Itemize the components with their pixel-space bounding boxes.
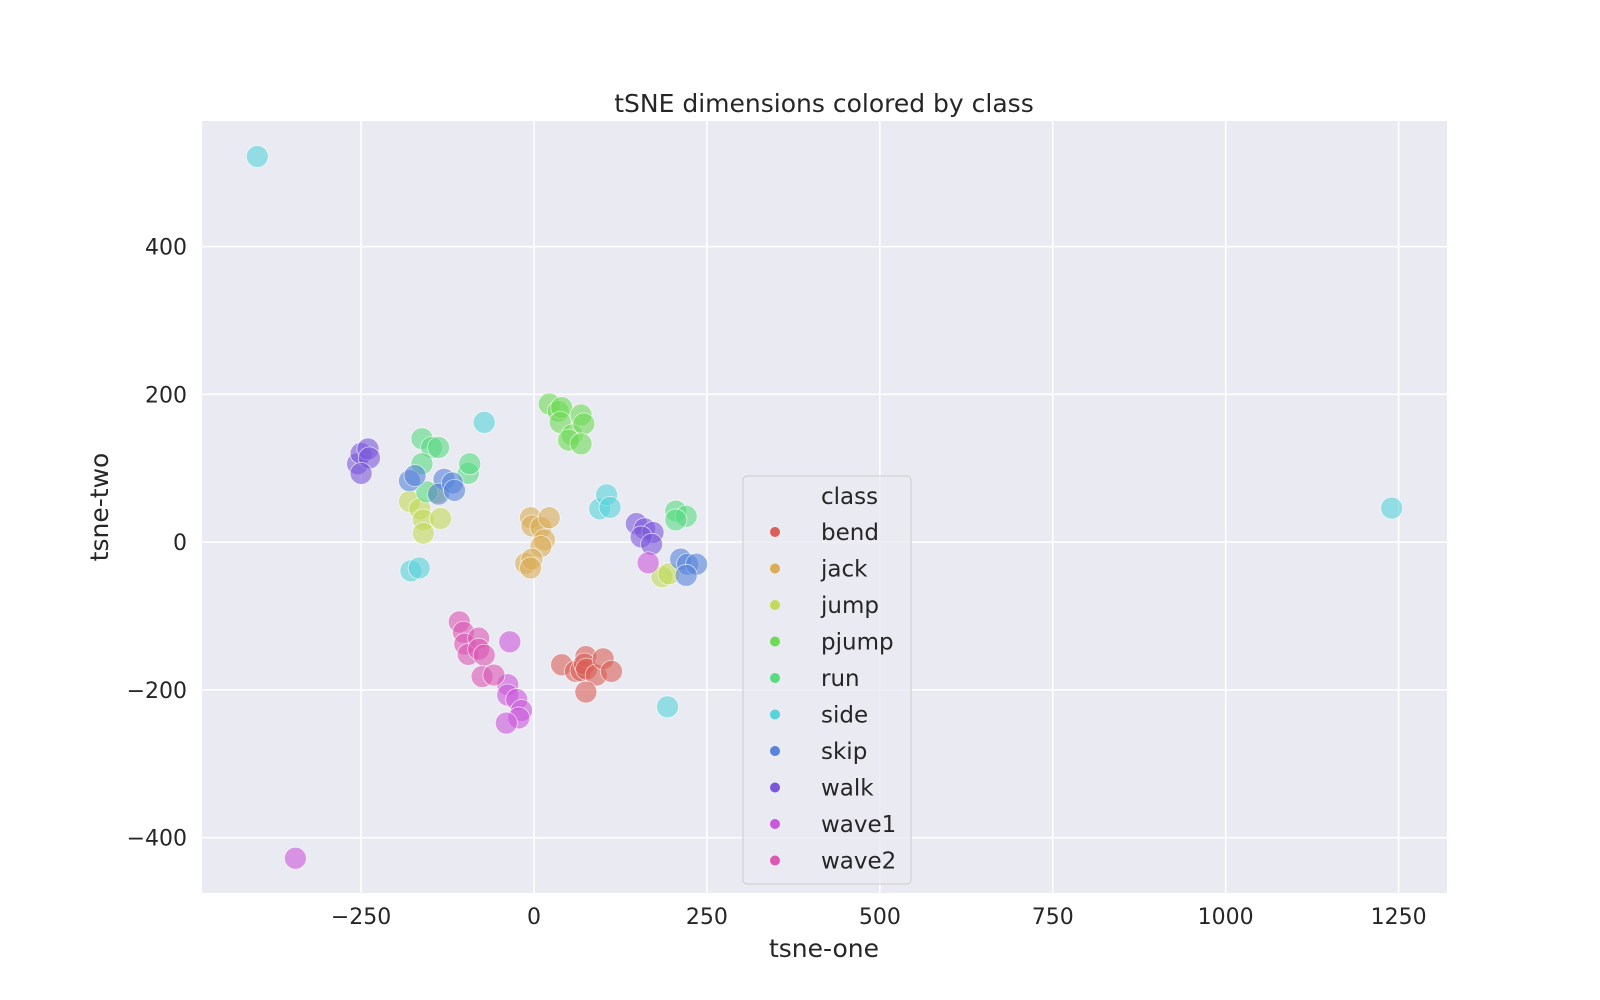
y-tick-label: 200 <box>145 383 187 408</box>
point-skip <box>403 464 427 488</box>
point-run <box>664 508 688 532</box>
x-tick-label: 1250 <box>1371 905 1427 930</box>
legend-label-bend: bend <box>821 520 879 546</box>
point-side <box>1380 496 1404 520</box>
legend-marker-jack <box>770 563 780 574</box>
point-skip <box>674 563 698 587</box>
point-wave1 <box>498 630 522 654</box>
x-tick-label: 500 <box>859 905 901 930</box>
point-run <box>427 436 450 459</box>
legend-label-pjump: pjump <box>821 630 894 656</box>
point-bend <box>600 659 623 683</box>
x-tick-label: 0 <box>527 905 541 930</box>
legend-label-run: run <box>821 666 860 692</box>
point-pjump <box>569 432 593 456</box>
point-wave1 <box>636 551 660 575</box>
legend-marker-side <box>770 709 780 720</box>
point-side <box>472 411 496 434</box>
legend-label-wave2: wave2 <box>821 849 896 875</box>
point-skip <box>443 478 466 502</box>
point-bend <box>574 680 598 704</box>
x-tick-label: −250 <box>331 905 391 930</box>
x-tick-labels: −250 0 250 500 750 1000 1250 <box>331 905 1427 930</box>
point-pjump <box>572 412 596 436</box>
legend-label-jump: jump <box>820 593 879 619</box>
legend: class bend jack jump pjump run side skip walk wa… <box>742 475 912 885</box>
legend-marker-skip <box>770 746 780 756</box>
y-tick-label: 0 <box>173 531 187 556</box>
point-side <box>656 695 679 719</box>
y-tick-label: −400 <box>127 827 187 852</box>
legend-box <box>742 475 912 885</box>
chart-title: tSNE dimensions colored by class <box>614 89 1033 118</box>
legend-items: bend jack jump pjump run side skip walk wave1 wav… <box>770 520 896 875</box>
y-axis-label: tsne-two <box>85 453 114 562</box>
legend-marker-bend <box>770 527 780 537</box>
x-tick-label: 250 <box>686 905 728 930</box>
legend-marker-run <box>770 673 780 683</box>
point-side <box>407 556 431 580</box>
point-jack <box>537 506 561 530</box>
legend-label-jack: jack <box>820 557 868 583</box>
legend-label-wave1: wave1 <box>821 812 896 838</box>
legend-title: class <box>821 484 878 510</box>
legend-label-side: side <box>821 703 868 729</box>
point-jump <box>429 507 453 530</box>
point-side <box>245 145 269 168</box>
y-tick-label: 400 <box>145 236 187 261</box>
point-wave2 <box>472 643 496 667</box>
point-jump <box>411 521 435 545</box>
x-tick-label: 1000 <box>1198 905 1254 930</box>
x-axis-label: tsne-one <box>769 934 879 963</box>
point-wave1 <box>283 846 307 870</box>
point-run <box>458 452 482 476</box>
y-tick-labels: −400 −200 0 200 400 <box>127 236 187 852</box>
point-walk <box>349 461 373 485</box>
y-tick-label: −200 <box>127 679 187 704</box>
legend-marker-jump <box>770 600 780 610</box>
legend-marker-wave1 <box>770 819 780 829</box>
data-points <box>245 145 1404 870</box>
point-jack <box>519 556 542 580</box>
x-tick-label: 750 <box>1032 905 1074 930</box>
legend-marker-pjump <box>770 636 780 647</box>
legend-label-walk: walk <box>821 776 874 802</box>
legend-label-skip: skip <box>821 739 867 765</box>
point-side <box>598 495 622 519</box>
legend-marker-walk <box>770 782 780 793</box>
point-wave2 <box>482 663 506 687</box>
legend-marker-wave2 <box>770 855 780 866</box>
point-wave1 <box>494 711 518 735</box>
